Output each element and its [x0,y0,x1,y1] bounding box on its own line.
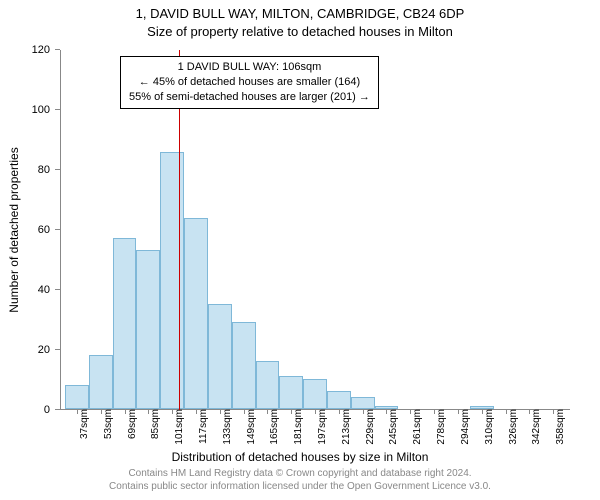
y-tick-mark [55,49,60,50]
bar-slot: 229sqm [351,397,375,409]
y-tick-mark [55,229,60,230]
plot-area: 37sqm53sqm69sqm85sqm101sqm117sqm133sqm14… [60,50,570,410]
x-tick-label: 117sqm [198,409,209,444]
annotation-line3: 55% of semi-detached houses are larger (… [129,90,370,105]
histogram-bar [65,385,89,409]
y-tick-label: 60 [38,224,50,236]
histogram-bar [351,397,375,409]
x-tick-mark [172,409,173,414]
footer-credits: Contains HM Land Registry data © Crown c… [0,468,600,493]
x-tick-label: 133sqm [222,409,233,445]
annotation-box: 1 DAVID BULL WAY: 106sqm ← 45% of detach… [120,56,379,109]
x-tick-mark [291,409,292,414]
bar-slot: 53sqm [89,355,113,409]
x-tick-label: 342sqm [531,409,542,445]
histogram-bar [256,361,280,409]
chart-title-address: 1, DAVID BULL WAY, MILTON, CAMBRIDGE, CB… [0,6,600,21]
histogram-bar [113,238,137,409]
bar-slot: 165sqm [256,361,280,409]
x-tick-mark [315,409,316,414]
x-tick-mark [386,409,387,414]
y-tick-label: 20 [38,344,50,356]
x-tick-label: 165sqm [269,409,280,445]
bar-slot: 245sqm [375,406,399,409]
x-tick-mark [196,409,197,414]
x-tick-mark [506,409,507,414]
histogram-bar [303,379,327,409]
x-tick-label: 213sqm [341,409,352,445]
x-tick-mark [101,409,102,414]
histogram-bar [184,218,208,409]
annotation-line1: 1 DAVID BULL WAY: 106sqm [129,60,370,75]
bar-slot: 117sqm [184,218,208,409]
x-tick-mark [267,409,268,414]
x-tick-label: 261sqm [412,409,423,445]
y-tick-label: 120 [32,44,50,56]
x-axis-label: Distribution of detached houses by size … [0,450,600,464]
chart-title-subtitle: Size of property relative to detached ho… [0,24,600,39]
y-tick-mark [55,349,60,350]
y-tick-mark [55,409,60,410]
bar-slot: 181sqm [279,376,303,409]
x-tick-mark [410,409,411,414]
y-tick-label: 100 [32,104,50,116]
bar-slot: 310sqm [470,406,494,409]
histogram-bar [89,355,113,409]
y-tick-label: 40 [38,284,50,296]
bar-slot: 85sqm [136,250,160,409]
histogram-bar [160,152,184,409]
bar-slot: 133sqm [208,304,232,409]
x-tick-mark [220,409,221,414]
x-tick-label: 197sqm [317,409,328,445]
x-tick-mark [434,409,435,414]
x-tick-label: 53sqm [103,409,114,439]
histogram-bar [232,322,256,409]
x-tick-mark [553,409,554,414]
x-tick-mark [363,409,364,414]
x-tick-label: 37sqm [79,409,90,439]
histogram-bar [327,391,351,409]
y-axis-label: Number of detached properties [7,147,21,312]
histogram-bar [208,304,232,409]
x-tick-mark [77,409,78,414]
annotation-line2: ← 45% of detached houses are smaller (16… [129,75,370,90]
histogram-bar [136,250,160,409]
x-tick-label: 229sqm [365,409,376,445]
y-tick-label: 80 [38,164,50,176]
x-tick-label: 326sqm [508,409,519,445]
x-tick-mark [529,409,530,414]
x-tick-mark [458,409,459,414]
x-tick-mark [148,409,149,414]
y-tick-label: 0 [44,404,50,416]
bar-slot: 69sqm [113,238,137,409]
footer-line1: Contains HM Land Registry data © Crown c… [0,468,600,481]
x-tick-label: 85sqm [150,409,161,439]
y-tick-mark [55,289,60,290]
bar-slot: 101sqm [160,152,184,409]
x-tick-label: 181sqm [293,409,304,445]
x-tick-label: 149sqm [246,409,257,445]
x-tick-mark [339,409,340,414]
footer-line2: Contains public sector information licen… [0,481,600,494]
y-tick-mark [55,169,60,170]
x-tick-label: 278sqm [436,409,447,445]
x-tick-mark [125,409,126,414]
x-tick-label: 101sqm [174,409,185,445]
y-tick-mark [55,109,60,110]
x-tick-label: 310sqm [484,409,495,445]
x-tick-label: 69sqm [127,409,138,439]
bar-slot: 197sqm [303,379,327,409]
x-tick-mark [244,409,245,414]
bar-slot: 213sqm [327,391,351,409]
x-tick-label: 294sqm [460,409,471,445]
x-tick-label: 245sqm [388,409,399,445]
x-tick-mark [482,409,483,414]
x-tick-label: 358sqm [555,409,566,445]
histogram-bar [279,376,303,409]
bar-slot: 149sqm [232,322,256,409]
bar-slot: 37sqm [65,385,89,409]
